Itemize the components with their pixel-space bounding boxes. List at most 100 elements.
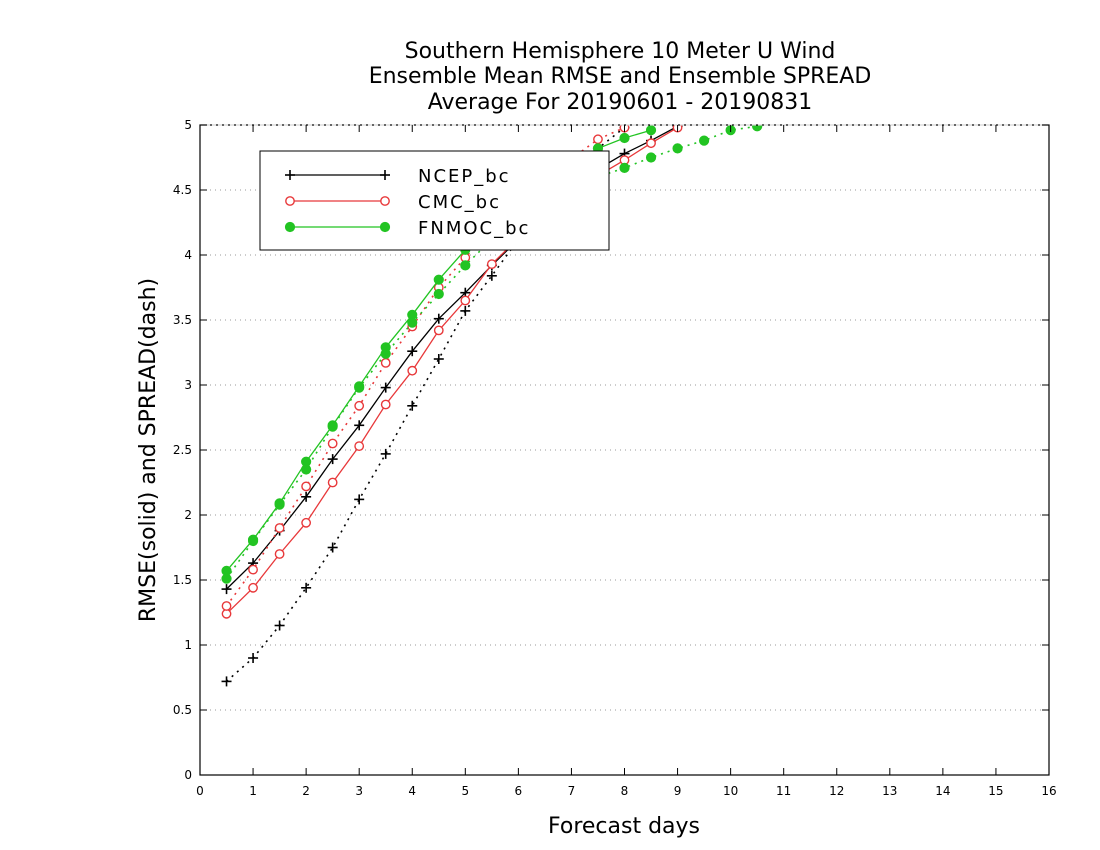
data-point	[248, 564, 258, 575]
legend-label: NCEP_bc	[418, 166, 511, 187]
series-line	[225, 125, 758, 580]
data-point	[380, 382, 391, 393]
data-point	[379, 221, 391, 233]
x-tick-label: 11	[776, 784, 791, 798]
data-point	[407, 317, 418, 328]
data-point	[221, 676, 232, 687]
data-point	[460, 260, 471, 271]
x-tick-label: 9	[674, 784, 682, 798]
x-tick-label: 8	[621, 784, 629, 798]
x-tick-label: 4	[408, 784, 416, 798]
data-point	[433, 288, 444, 300]
y-tick-label: 1.5	[173, 573, 192, 587]
chart-title-line: Average For 20190601 - 20190831	[428, 90, 813, 115]
data-point	[646, 138, 656, 149]
data-point	[248, 653, 259, 663]
y-tick-label: 1	[184, 638, 192, 652]
data-point	[354, 400, 365, 411]
data-point	[486, 259, 497, 269]
data-point	[221, 584, 232, 595]
x-tick-label: 16	[1041, 784, 1056, 798]
legend-item: FNMOC_bc	[284, 218, 530, 239]
x-tick-label: 13	[882, 784, 897, 798]
data-point	[354, 382, 365, 393]
y-axis-label: RMSE(solid) and SPREAD(dash)	[136, 278, 161, 622]
data-point	[327, 421, 338, 432]
data-point	[619, 162, 630, 173]
data-point	[354, 420, 365, 431]
x-tick-label: 12	[829, 784, 844, 798]
data-point	[433, 325, 444, 336]
data-point	[327, 542, 338, 553]
x-tick-label: 10	[723, 784, 738, 798]
y-tick-label: 5	[184, 118, 192, 132]
x-tick-label: 7	[568, 784, 576, 798]
data-point	[380, 399, 391, 410]
series-cmc-bc-spread	[221, 125, 630, 611]
data-point	[433, 313, 444, 324]
chart-title: Southern Hemisphere 10 Meter U WindEnsem…	[369, 39, 872, 115]
data-point	[407, 400, 418, 411]
data-point	[285, 170, 295, 180]
gridlines	[200, 189, 1049, 711]
x-axis-label: Forecast days	[548, 814, 700, 839]
series-line	[225, 126, 625, 607]
data-point	[327, 454, 338, 465]
data-point	[274, 549, 285, 559]
y-tick-label: 0.5	[173, 703, 192, 717]
data-point	[645, 125, 657, 136]
data-point	[274, 499, 285, 510]
data-point	[301, 517, 312, 528]
x-tick-label: 2	[302, 784, 310, 798]
data-point	[380, 348, 391, 359]
data-point	[327, 477, 338, 488]
data-point	[380, 170, 390, 180]
data-point	[301, 582, 312, 593]
y-tick-label: 4.5	[173, 183, 192, 197]
data-point	[301, 464, 312, 475]
legend-item: CMC_bc	[285, 192, 501, 213]
legend: NCEP_bc CMC_bc FNMOC_bc	[259, 150, 610, 251]
chart-title-line: Ensemble Mean RMSE and Ensemble SPREAD	[369, 64, 872, 89]
data-point	[354, 441, 365, 451]
series-layer	[221, 125, 763, 687]
x-tick-label: 6	[515, 784, 523, 798]
x-tick-label: 0	[196, 784, 204, 798]
data-point	[327, 438, 338, 449]
data-point	[380, 196, 390, 206]
data-point	[380, 357, 391, 368]
data-point	[433, 274, 444, 285]
x-tick-label: 1	[249, 784, 257, 798]
y-tick-label: 3	[184, 378, 192, 392]
data-point	[486, 270, 497, 281]
data-point	[274, 523, 285, 533]
data-point	[698, 135, 710, 146]
y-tick-label: 4	[184, 248, 192, 262]
legend-item: NCEP_bc	[285, 166, 511, 187]
data-point	[460, 305, 471, 316]
data-point	[285, 196, 295, 206]
data-point	[284, 221, 296, 233]
data-point	[221, 601, 232, 611]
x-tick-label: 3	[355, 784, 363, 798]
x-tick-label: 14	[935, 784, 950, 798]
y-tick-label: 0	[184, 768, 192, 782]
data-point	[460, 295, 471, 306]
data-point	[407, 346, 418, 357]
data-point	[752, 125, 763, 132]
data-point	[593, 134, 603, 145]
data-point	[301, 491, 312, 502]
data-point	[301, 481, 312, 492]
data-point	[619, 132, 630, 144]
legend-label: CMC_bc	[418, 192, 501, 213]
chart-title-line: Southern Hemisphere 10 Meter U Wind	[405, 39, 836, 64]
y-tick-label: 3.5	[173, 313, 192, 327]
legend-label: FNMOC_bc	[418, 218, 530, 239]
data-point	[672, 143, 683, 154]
data-point	[433, 354, 444, 364]
data-point	[221, 573, 232, 584]
y-tick-label: 2.5	[173, 443, 192, 457]
axis-ticks: 0 1 2 3 4 5 6 7 8 9 10 11 12 13 14 15 1600.511.522.533.5…	[173, 118, 1057, 798]
x-tick-label: 5	[461, 784, 469, 798]
